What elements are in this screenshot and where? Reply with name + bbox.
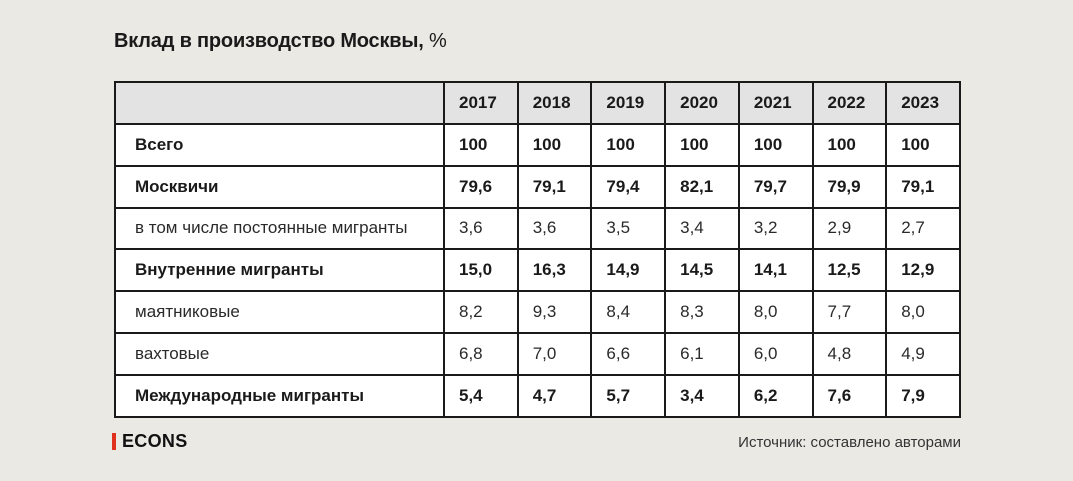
table-cell: 14,5: [664, 248, 740, 293]
table-cell: 8,0: [737, 290, 814, 334]
table-cell: 7,0: [516, 332, 593, 376]
table-row: маятниковые 8,2 9,3 8,4 8,3 8,0 7,7 8,0: [114, 290, 961, 334]
table-row: Внутренние мигранты 15,0 16,3 14,9 14,5 14,1 1…: [114, 248, 961, 293]
column-header: 2023: [885, 81, 961, 125]
row-label: вахтовые: [114, 332, 445, 376]
table-cell: 8,3: [664, 290, 740, 334]
table-cell: 8,0: [885, 290, 961, 334]
data-table: 2017 2018 2019 2020 2021 2022 2023 Всего…: [114, 81, 961, 418]
table-cell: 7,6: [811, 373, 888, 418]
table-cell: 6,2: [737, 373, 814, 418]
table-cell: 100: [590, 123, 667, 167]
table-cell: 100: [811, 123, 888, 167]
logo-accent-bar: [112, 433, 116, 450]
source-note: Источник: составлено авторами: [738, 434, 961, 451]
chart-title-unit: %: [428, 30, 447, 52]
table-cell: 100: [443, 123, 519, 167]
table-cell: 5,4: [443, 373, 519, 418]
table-row: в том числе постоянные мигранты 3,6 3,6 3,5…: [114, 207, 961, 251]
row-label: Всего: [114, 123, 445, 167]
table-cell: 15,0: [443, 248, 519, 293]
table-cell: 79,6: [443, 164, 519, 209]
table-header-row: 2017 2018 2019 2020 2021 2022 2023: [114, 81, 961, 125]
econs-logo: ECONS: [112, 431, 188, 452]
table-cell: 3,2: [737, 207, 814, 251]
table-row: Международные мигранты 5,4 4,7 5,7 3,4 6,2 7,6…: [114, 373, 961, 418]
table-cell: 3,4: [664, 207, 740, 251]
table-cell: 12,5: [811, 248, 888, 293]
row-label: маятниковые: [114, 290, 445, 334]
table-cell: 2,7: [885, 207, 961, 251]
table-cell: 5,7: [590, 373, 667, 418]
table-cell: 79,1: [516, 164, 593, 209]
table-cell: 79,9: [811, 164, 888, 209]
table-body: Всего 100 100 100 100 100 100 100 Москвичи 79,6 79…: [114, 123, 961, 418]
table-cell: 2,9: [811, 207, 888, 251]
table-row: Всего 100 100 100 100 100 100 100: [114, 123, 961, 167]
table-cell: 6,1: [664, 332, 740, 376]
column-header: 2019: [590, 81, 667, 125]
row-label: Москвичи: [114, 164, 445, 209]
table-cell: 3,6: [516, 207, 593, 251]
table-row: Москвичи 79,6 79,1 79,4 82,1 79,7 79,9 79,1: [114, 164, 961, 209]
table-cell: 79,1: [885, 164, 961, 209]
table-cell: 8,2: [443, 290, 519, 334]
table-cell: 100: [516, 123, 593, 167]
table-cell: 6,8: [443, 332, 519, 376]
table-cell: 4,7: [516, 373, 593, 418]
column-header: 2017: [443, 81, 519, 125]
table-cell: 9,3: [516, 290, 593, 334]
table-cell: 3,6: [443, 207, 519, 251]
chart-title-text: Вклад в производство Москвы,: [114, 30, 424, 52]
table-cell: 3,4: [664, 373, 740, 418]
chart-title: Вклад в производство Москвы, %: [114, 30, 447, 53]
table-cell: 82,1: [664, 164, 740, 209]
table-cell: 4,9: [885, 332, 961, 376]
table-cell: 7,9: [885, 373, 961, 418]
column-header: 2020: [664, 81, 740, 125]
row-label: в том числе постоянные мигранты: [114, 207, 445, 251]
row-label: Международные мигранты: [114, 373, 445, 418]
table-cell: 4,8: [811, 332, 888, 376]
table-cell: 16,3: [516, 248, 593, 293]
column-header: 2022: [811, 81, 888, 125]
table-cell: 14,9: [590, 248, 667, 293]
table-cell: 100: [664, 123, 740, 167]
table-cell: 79,4: [590, 164, 667, 209]
table-cell: 100: [885, 123, 961, 167]
table-cell: 6,6: [590, 332, 667, 376]
table-cell: 8,4: [590, 290, 667, 334]
column-header: 2018: [516, 81, 593, 125]
table-cell: 7,7: [811, 290, 888, 334]
table-cell: 14,1: [737, 248, 814, 293]
table-cell: 79,7: [737, 164, 814, 209]
column-header: 2021: [737, 81, 814, 125]
row-label: Внутренние мигранты: [114, 248, 445, 293]
table-cell: 100: [737, 123, 814, 167]
table-header-empty: [114, 81, 445, 125]
table-cell: 6,0: [737, 332, 814, 376]
logo-text: ECONS: [122, 431, 188, 451]
table-cell: 3,5: [590, 207, 667, 251]
table-cell: 12,9: [885, 248, 961, 293]
table-row: вахтовые 6,8 7,0 6,6 6,1 6,0 4,8 4,9: [114, 332, 961, 376]
